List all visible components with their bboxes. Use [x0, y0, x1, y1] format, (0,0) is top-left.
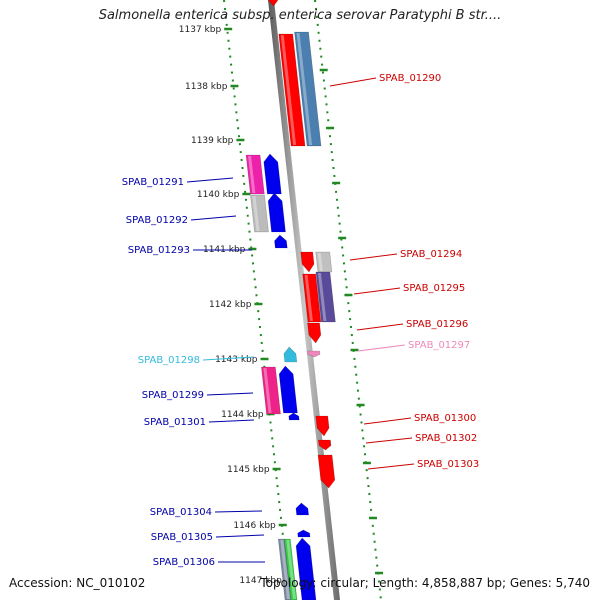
gene-box-spab-01294-grey: [315, 251, 333, 273]
kbp-label: 1139 kbp: [191, 136, 234, 146]
gene-arrow-spab-01301: [288, 412, 300, 421]
gene-label-spab_01291: SPAB_01291: [122, 177, 184, 188]
gene-label-leader: [363, 417, 412, 425]
genome-backbone: [268, 0, 340, 600]
gene-box-spab-01295-purple: [315, 271, 336, 323]
gene-arrow-spab-01297: [307, 350, 321, 358]
gene-label-spab_01292: SPAB_01292: [126, 215, 188, 226]
gene-label-spab_01305: SPAB_01305: [151, 532, 213, 543]
gene-arrow-spab-01299: [278, 365, 298, 414]
gene-arrow-spab-01306: [295, 537, 317, 600]
kbp-label: 1146 kbp: [233, 521, 276, 531]
gene-label-spab_01293: SPAB_01293: [128, 245, 190, 256]
gene-label-leader: [365, 437, 413, 444]
gene-label-spab_01302: SPAB_01302: [415, 433, 477, 444]
gene-label-leader: [206, 392, 254, 396]
gene-label-leader: [349, 253, 398, 261]
gene-label-spab_01294: SPAB_01294: [400, 249, 462, 260]
kbp-label: 1147 kbp: [239, 576, 282, 586]
gene-label-leader: [215, 534, 265, 538]
gene-label-spab_01295: SPAB_01295: [403, 283, 465, 294]
gene-label-spab_01301: SPAB_01301: [144, 417, 206, 428]
kbp-label: 1140 kbp: [197, 190, 240, 200]
genome-stats-label: Topology: circular; Length: 4,858,887 bp…: [260, 576, 590, 590]
gene-box-spab-01290-blast-shine: [296, 33, 313, 145]
gene-box-spab-01290: [278, 33, 306, 147]
gene-arrow-top: [267, 0, 279, 7]
gene-arrow-spab-01300: [315, 415, 330, 437]
gene-label-leader: [186, 177, 234, 183]
gene-box-spab-01295-purple-shine: [317, 273, 327, 321]
gene-label-leader: [329, 77, 377, 87]
gene-arrow-spab-01303: [317, 454, 336, 489]
kbp-label: 1138 kbp: [185, 82, 228, 92]
gene-label-spab_01290: SPAB_01290: [379, 73, 441, 84]
gene-label-spab_01306: SPAB_01306: [153, 557, 215, 568]
gene-arrow-spab-01296: [307, 322, 322, 344]
gene-box-spab-01290-shine: [280, 35, 297, 145]
gene-box-spab-01306-b-shine: [286, 540, 296, 599]
gene-label-leader: [214, 510, 263, 513]
gene-label-leader: [356, 323, 404, 331]
gene-box-spab-01290-blast: [294, 31, 322, 147]
gene-arrow-spab-01305: [297, 529, 311, 538]
gene-box-spab-01306-a: [277, 538, 292, 600]
gene-arrow-spab-01293: [274, 234, 288, 249]
gene-label-spab_01303: SPAB_01303: [417, 459, 479, 470]
gene-label-leader: [353, 287, 401, 295]
gene-arrow-spab-01291: [263, 153, 282, 195]
gene-label-leader: [357, 344, 406, 352]
kbp-label: 1145 kbp: [227, 465, 270, 475]
kbp-label: 1142 kbp: [209, 300, 252, 310]
gene-label-spab_01300: SPAB_01300: [414, 413, 476, 424]
gene-arrow-spab-01298: [283, 346, 298, 363]
gene-box-spab-01295-shine: [304, 275, 313, 321]
gene-label-leader: [190, 215, 237, 221]
gene-box-spab-01299: [261, 366, 281, 415]
gene-arrow-spab-01294: [300, 251, 315, 273]
gene-label-spab_01299: SPAB_01299: [142, 390, 204, 401]
gene-box-spab-01294-grey-shine: [317, 253, 323, 271]
gene-label-spab_01297: SPAB_01297: [408, 340, 470, 351]
kbp-label: 1144 kbp: [221, 410, 264, 420]
gene-label-leader: [202, 356, 255, 361]
gene-arrow-spab-01302: [318, 439, 332, 451]
gene-label-leader: [367, 463, 415, 470]
gene-box-spab-01299-shine: [263, 368, 272, 413]
kbp-label: 1143 kbp: [215, 355, 258, 365]
gene-label-spab_01298: SPAB_01298: [138, 355, 200, 366]
kbp-label: 1137 kbp: [179, 25, 222, 35]
gene-arrow-spab-01304: [295, 502, 309, 516]
map-title: Salmonella enterica subsp. enterica sero…: [98, 8, 502, 23]
gene-label-spab_01296: SPAB_01296: [406, 319, 468, 330]
gene-label-spab_01304: SPAB_01304: [150, 507, 212, 518]
gene-box-spab-01292-shine: [252, 196, 260, 231]
gene-box-spab-01306-b: [283, 538, 298, 600]
accession-label: Accession: NC_010102: [9, 576, 146, 590]
gene-box-spab-01292: [250, 194, 269, 233]
gene-box-spab-01291: [245, 154, 265, 195]
gene-label-leader: [208, 419, 255, 423]
gene-box-spab-01295: [302, 273, 322, 323]
gene-arrow-spab-01292: [267, 192, 286, 233]
gene-box-spab-01291-shine: [248, 156, 256, 193]
gene-box-spab-01306-a-shine: [280, 540, 290, 599]
